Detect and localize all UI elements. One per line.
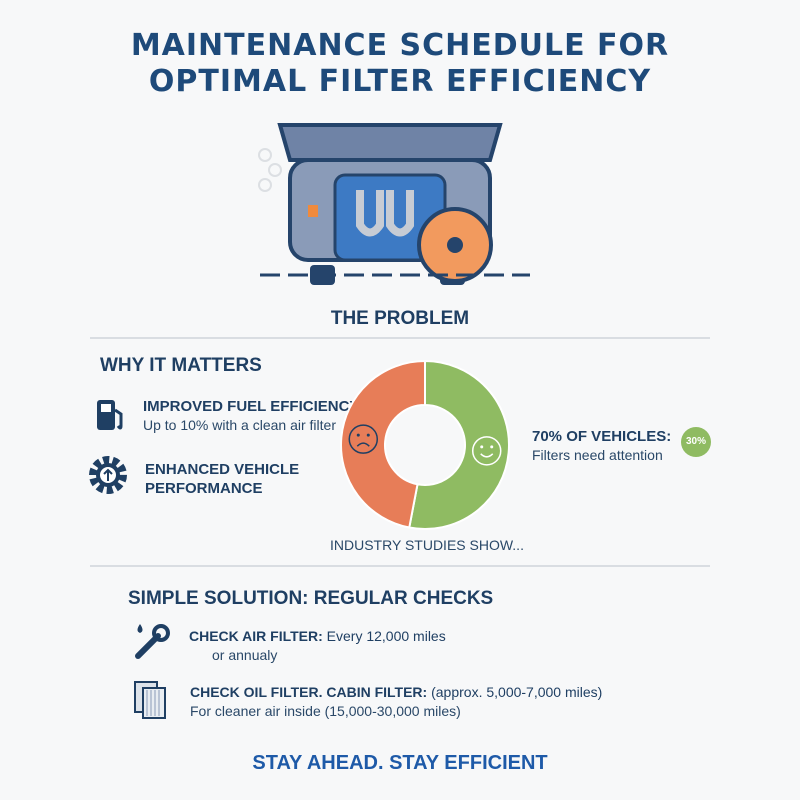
stat-title: 70% OF VEHICLES: bbox=[532, 428, 672, 445]
chart-caption: INDUSTRY STUDIES SHOW... bbox=[330, 537, 524, 553]
donut-slice bbox=[340, 360, 426, 529]
air-filter-check: CHECK AIR FILTER: Every 12,000 miles bbox=[189, 628, 446, 644]
page-title: MAINTENANCE SCHEDULE FOR OPTIMAL FILTER E… bbox=[130, 28, 670, 99]
engine-illustration bbox=[258, 123, 530, 285]
gear-arrow-up-icon bbox=[89, 456, 127, 494]
solution-heading: SIMPLE SOLUTION: REGULAR CHECKS bbox=[128, 588, 494, 609]
fuel-pump-icon bbox=[97, 400, 123, 430]
stat-badge: 30% bbox=[681, 427, 711, 457]
donut-chart bbox=[340, 360, 510, 530]
stat-text: Filters need attention bbox=[532, 447, 663, 463]
divider bbox=[90, 337, 710, 339]
problem-heading: THE PROBLEM bbox=[330, 308, 470, 329]
footer-slogan: STAY AHEAD. STAY EFFICIENT bbox=[252, 752, 548, 774]
why-heading: WHY IT MATTERS bbox=[100, 355, 262, 376]
sad-face-icon bbox=[348, 424, 379, 454]
performance-title: ENHANCED VEHICLE PERFORMANCE bbox=[145, 461, 300, 497]
fuel-efficiency-text: Up to 10% with a clean air filter bbox=[143, 417, 336, 433]
happy-face-icon bbox=[471, 436, 502, 466]
donut-slice bbox=[408, 360, 510, 530]
air-filter-check-note: or annualy bbox=[212, 647, 278, 663]
divider bbox=[90, 565, 710, 567]
oil-cabin-filter-check: CHECK OIL FILTER. CABIN FILTER: (approx.… bbox=[190, 684, 603, 700]
filter-icon bbox=[134, 681, 166, 719]
wrench-drop-icon bbox=[135, 624, 170, 659]
fuel-efficiency-title: IMPROVED FUEL EFFICIENCY: bbox=[143, 398, 364, 415]
oil-cabin-filter-note: For cleaner air inside (15,000-30,000 mi… bbox=[190, 703, 461, 719]
